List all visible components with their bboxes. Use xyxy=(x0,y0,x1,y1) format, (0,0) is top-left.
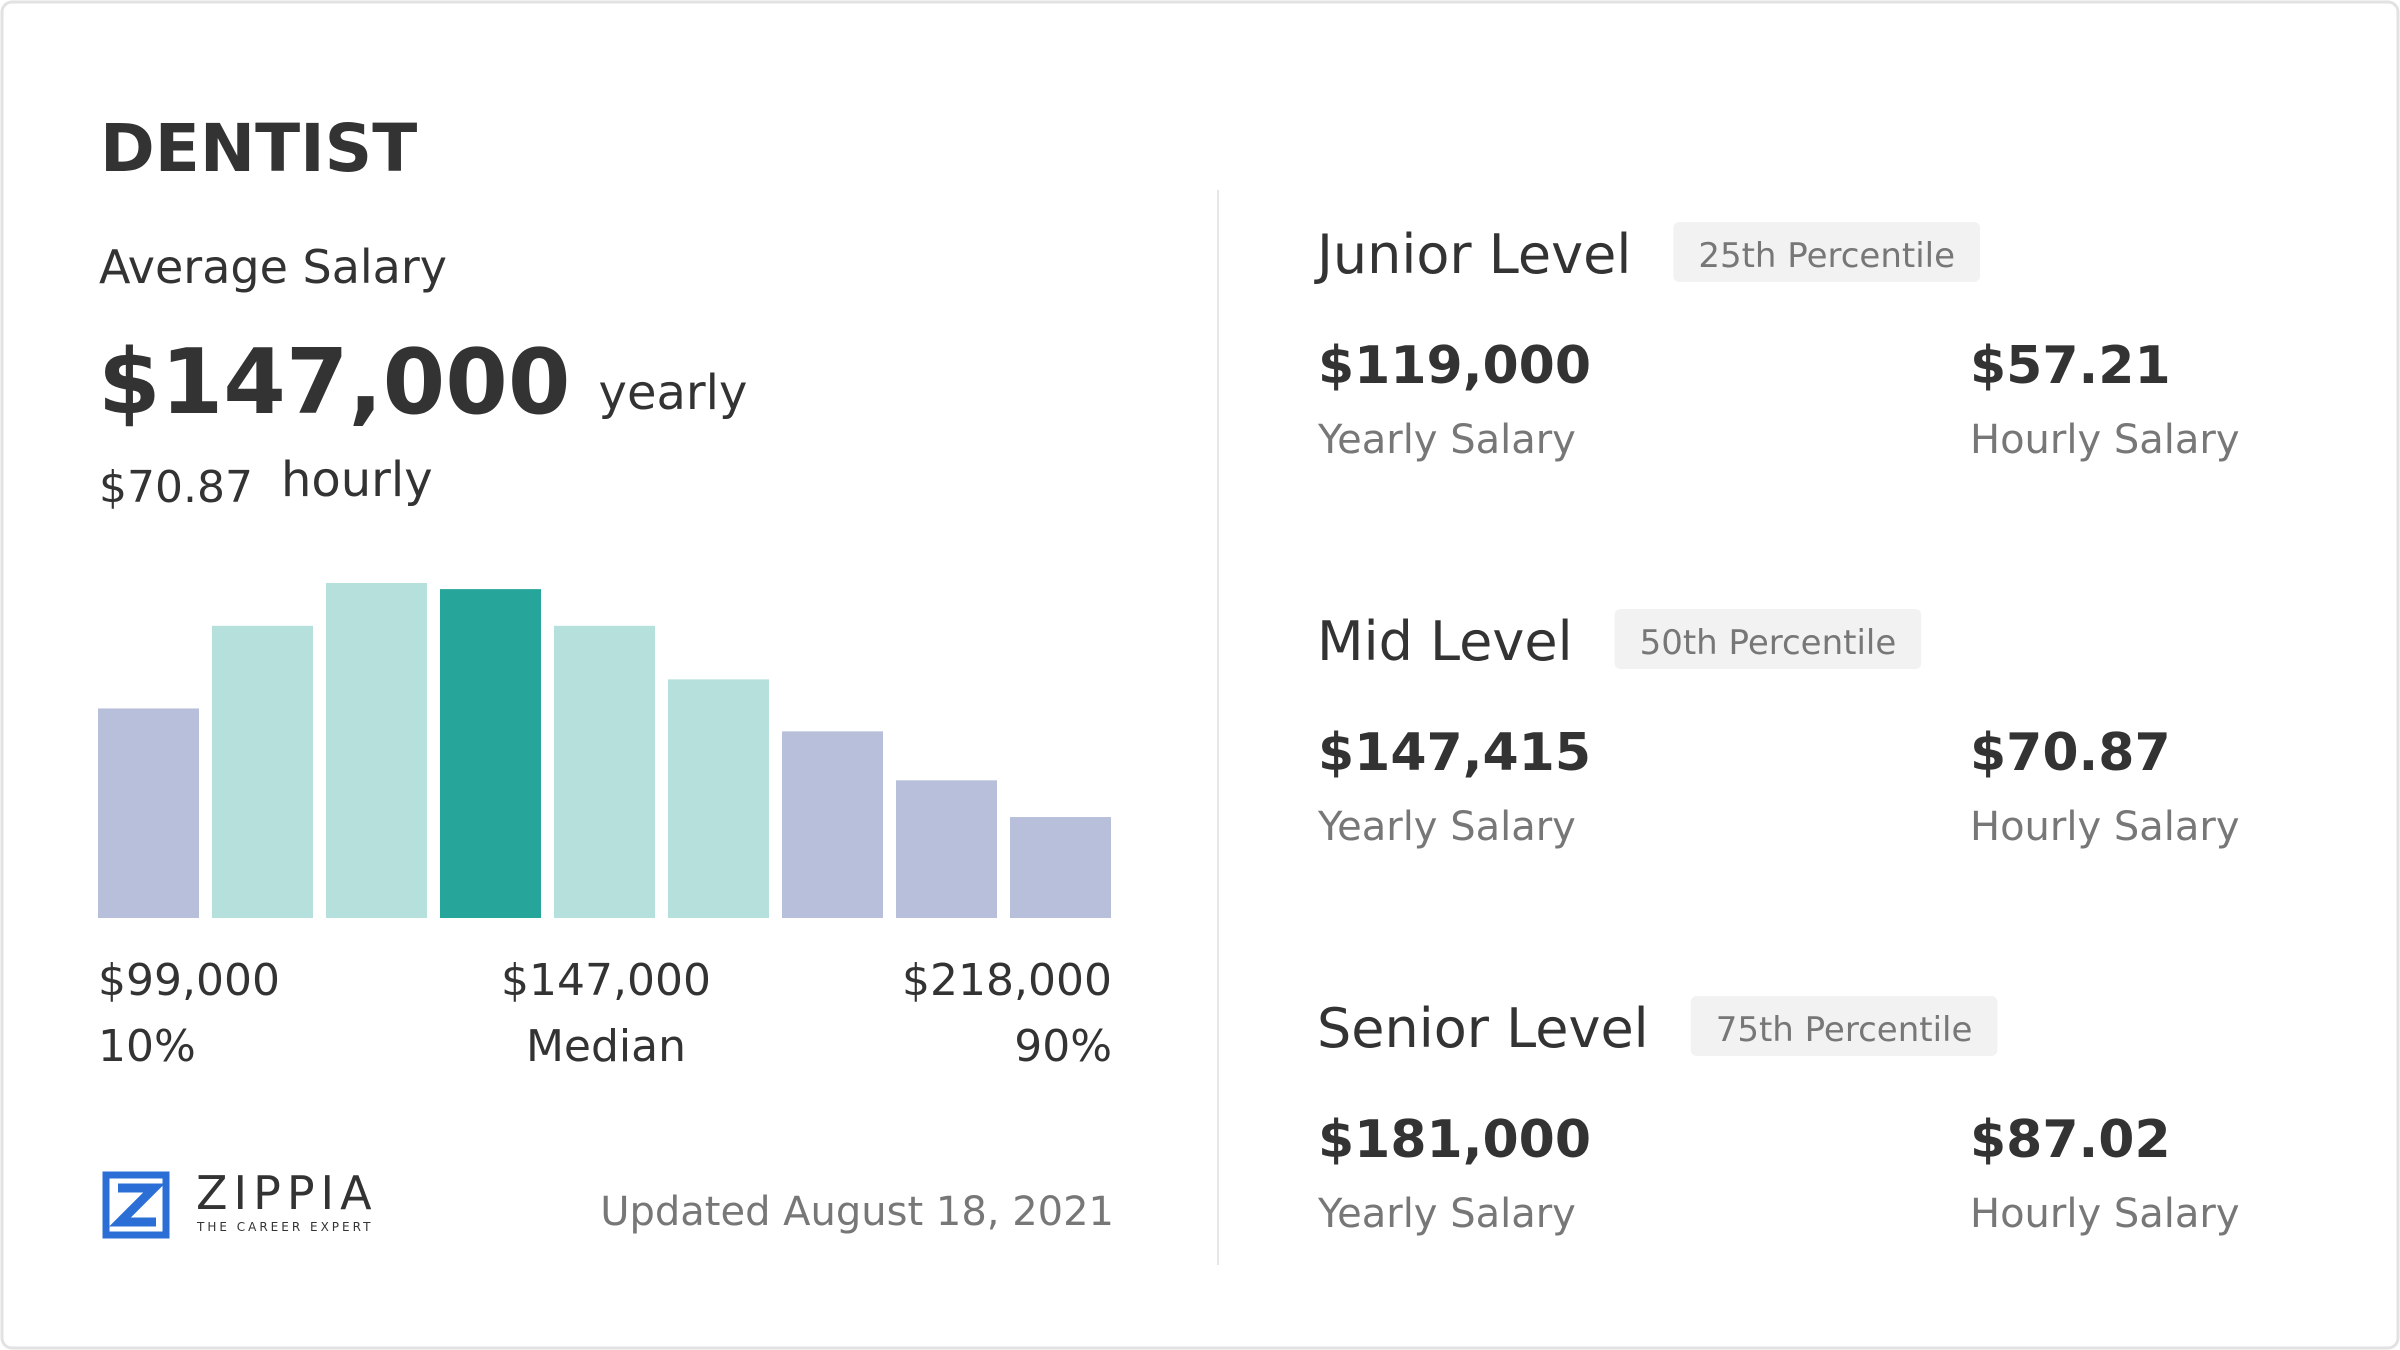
average-yearly: $147,000 xyxy=(98,330,571,435)
high-label: 90% xyxy=(1014,1021,1112,1072)
histogram-bar xyxy=(668,679,769,918)
average-label: Average Salary xyxy=(99,240,447,294)
job-title: DENTIST xyxy=(100,110,417,187)
level-yearly-label: Yearly Salary xyxy=(1317,417,1576,463)
level-title: Junior Level xyxy=(1314,223,1631,286)
percentile-badge xyxy=(1614,609,1922,669)
level-hourly: $70.87 xyxy=(1970,723,2171,783)
high-value: $218,000 xyxy=(902,955,1112,1006)
logo-icon xyxy=(102,1171,170,1239)
percentile-label: 50th Percentile xyxy=(1640,623,1897,663)
percentile-label: 75th Percentile xyxy=(1716,1010,1973,1050)
histogram-bar xyxy=(1010,817,1111,918)
level-title: Mid Level xyxy=(1317,610,1573,673)
level-title: Senior Level xyxy=(1317,997,1649,1060)
level-yearly: $147,415 xyxy=(1318,723,1591,783)
level-yearly-label: Yearly Salary xyxy=(1317,1191,1576,1237)
level-hourly: $87.02 xyxy=(1970,1110,2171,1170)
logo: ZIPPIA THE CAREER EXPERT xyxy=(102,1166,378,1239)
low-label: 10% xyxy=(98,1021,196,1072)
histogram-bar xyxy=(98,708,199,918)
logo-tagline: THE CAREER EXPERT xyxy=(196,1220,373,1234)
low-value: $99,000 xyxy=(98,955,280,1006)
histogram xyxy=(98,583,1111,918)
level-hourly-label: Hourly Salary xyxy=(1970,1191,2240,1237)
histogram-bar xyxy=(554,625,655,918)
level-hourly-label: Hourly Salary xyxy=(1970,417,2240,463)
updated-date: Updated August 18, 2021 xyxy=(600,1189,1114,1235)
percentile-label: 25th Percentile xyxy=(1698,236,1955,276)
histogram-bar xyxy=(896,780,997,918)
level-yearly: $119,000 xyxy=(1318,336,1591,396)
histogram-bar xyxy=(782,731,883,918)
median-value: $147,000 xyxy=(501,955,711,1006)
hourly-unit: hourly xyxy=(281,452,433,508)
level-hourly-label: Hourly Salary xyxy=(1970,804,2240,850)
median-label: Median xyxy=(526,1021,686,1072)
histogram-bar xyxy=(440,589,541,918)
average-hourly: $70.87 xyxy=(99,462,253,513)
percentile-badge xyxy=(1690,996,1998,1056)
level-hourly: $57.21 xyxy=(1970,336,2171,396)
level-yearly-label: Yearly Salary xyxy=(1317,804,1576,850)
logo-z xyxy=(109,1183,165,1227)
level-yearly: $181,000 xyxy=(1318,1110,1591,1170)
logo-name: ZIPPIA xyxy=(196,1166,378,1220)
histogram-bar xyxy=(212,625,313,918)
levels: Junior Level 25th Percentile $119,000 Yearl… xyxy=(1314,222,2240,1237)
yearly-unit: yearly xyxy=(599,365,748,421)
histogram-bar xyxy=(326,583,427,918)
percentile-badge xyxy=(1673,222,1981,282)
